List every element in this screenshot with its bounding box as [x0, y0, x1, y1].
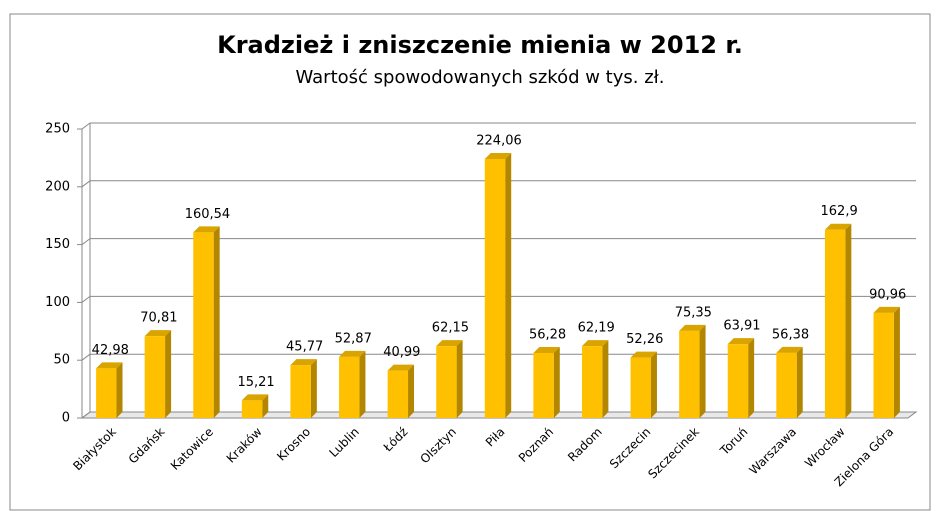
bar-top — [96, 362, 123, 369]
bar — [436, 346, 457, 418]
bar-top — [873, 306, 900, 313]
chart-frame — [9, 13, 931, 511]
value-label: 42,98 — [92, 343, 129, 358]
grid-line-side — [81, 353, 91, 361]
bar-side — [893, 306, 900, 418]
bar-side — [553, 346, 560, 418]
bar-top — [436, 340, 463, 347]
value-label: 56,28 — [529, 327, 566, 342]
bar-side — [213, 226, 220, 418]
bar — [241, 400, 263, 418]
bar — [727, 344, 749, 418]
value-label: 40,99 — [383, 345, 420, 360]
bar-top — [679, 324, 706, 331]
bar-side — [165, 330, 172, 418]
value-label: 56,38 — [772, 327, 809, 342]
bar-side — [116, 362, 123, 418]
bar-side — [262, 394, 269, 418]
value-label: 224,06 — [476, 133, 522, 148]
bar-top — [339, 350, 366, 357]
bar-top — [727, 338, 755, 345]
bar — [290, 365, 311, 418]
grid-line-side — [81, 411, 91, 419]
bar-top — [776, 346, 803, 353]
value-label: 70,81 — [140, 311, 177, 326]
bar-top — [241, 394, 269, 401]
chart-title: Kradzież i zniszczenie mienia w 2012 r. — [217, 31, 743, 59]
bar-top — [533, 346, 560, 353]
y-tick-label: 200 — [45, 179, 70, 194]
bar-top — [630, 351, 657, 358]
bar-top — [290, 359, 317, 366]
grid-line-side — [81, 180, 91, 188]
chart-subtitle: Wartość spowodowanych szkód w tys. zł. — [296, 67, 665, 88]
grid-line-side — [81, 295, 91, 303]
bar-side — [748, 338, 755, 418]
bar — [193, 232, 214, 418]
value-label: 52,87 — [335, 331, 372, 346]
bar-side — [602, 340, 609, 418]
value-label: 62,15 — [432, 321, 469, 336]
bar-side — [699, 324, 706, 418]
bar-top — [144, 330, 172, 337]
bar — [484, 158, 506, 418]
grid-line-side — [81, 122, 91, 130]
bar-side — [359, 350, 366, 418]
bar-top — [484, 152, 512, 159]
bar — [533, 352, 554, 418]
value-label: 75,35 — [675, 305, 712, 320]
y-tick-label: 0 — [62, 411, 70, 426]
bar-side — [845, 223, 852, 418]
grid-line-side — [81, 238, 91, 246]
bar-top — [581, 340, 609, 347]
bar-top — [387, 364, 415, 371]
bar-side — [456, 340, 463, 418]
bar — [339, 356, 360, 418]
bar-side — [310, 359, 317, 418]
bar — [873, 312, 894, 418]
bar-side — [796, 346, 803, 418]
bar — [776, 352, 797, 418]
bar — [387, 370, 409, 418]
value-label: 15,21 — [237, 375, 274, 390]
bar-side — [650, 351, 657, 418]
bar — [144, 336, 166, 418]
bar — [96, 368, 117, 418]
bar — [630, 357, 651, 418]
value-label: 45,77 — [286, 340, 323, 355]
value-label: 90,96 — [869, 287, 906, 302]
y-tick-label: 150 — [45, 237, 70, 252]
value-label: 52,26 — [626, 332, 663, 347]
bar-top — [824, 223, 852, 230]
value-label: 162,9 — [821, 204, 858, 219]
value-label: 63,91 — [723, 319, 760, 334]
bar — [679, 330, 700, 418]
bar-top — [193, 226, 220, 233]
bar — [824, 229, 846, 418]
bar-side — [408, 364, 415, 418]
y-tick-label: 50 — [53, 353, 70, 368]
value-label: 160,54 — [185, 207, 231, 222]
value-label: 62,19 — [578, 321, 615, 336]
y-tick-label: 250 — [45, 122, 70, 137]
bar — [581, 346, 603, 418]
bar-side — [505, 152, 512, 418]
y-tick-label: 100 — [45, 295, 70, 310]
